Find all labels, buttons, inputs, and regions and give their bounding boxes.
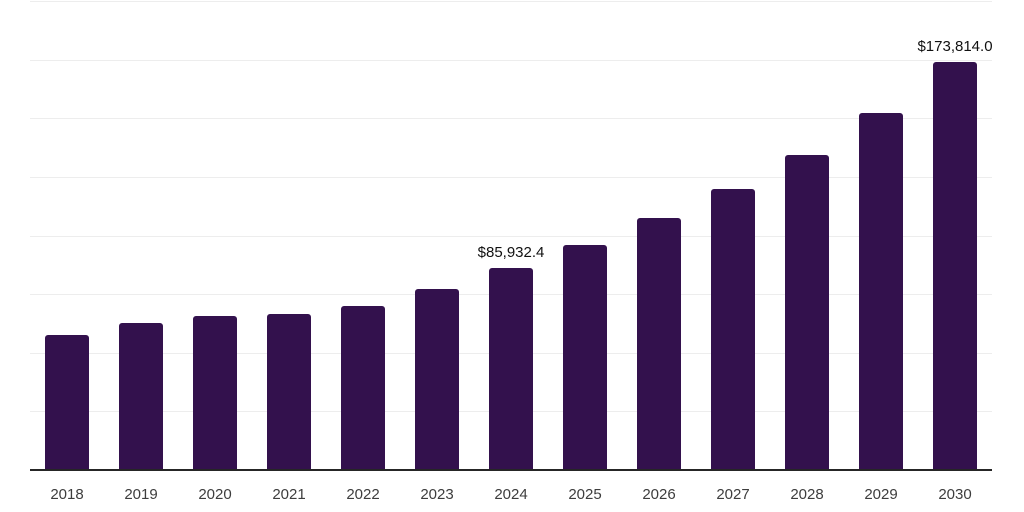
x-tick-2025: 2025	[568, 486, 602, 503]
x-tick-2023: 2023	[420, 486, 454, 503]
x-axis-line	[30, 469, 992, 471]
x-tick-2021: 2021	[272, 486, 306, 503]
bar-2025	[563, 245, 607, 470]
gridline	[30, 1, 992, 2]
x-tick-2024: 2024	[494, 486, 528, 503]
bar-2028	[785, 155, 829, 470]
bar-2027	[711, 189, 755, 470]
x-tick-2028: 2028	[790, 486, 824, 503]
x-tick-2027: 2027	[716, 486, 750, 503]
bar-2022	[341, 305, 385, 470]
x-tick-2030: 2030	[938, 486, 972, 503]
x-tick-2018: 2018	[50, 486, 84, 503]
gridline	[30, 235, 992, 237]
x-tick-2026: 2026	[642, 486, 676, 503]
bar-2026	[637, 218, 681, 470]
x-tick-2022: 2022	[346, 486, 380, 503]
data-label-2024: $85,932.4	[477, 244, 545, 262]
bar-2029	[859, 112, 903, 470]
gridline	[30, 59, 992, 61]
bar-2019	[119, 323, 163, 470]
x-tick-2019: 2019	[124, 486, 158, 503]
gridline	[30, 118, 992, 120]
data-label-2030: $173,814.0	[917, 38, 993, 56]
bar-2018	[45, 335, 89, 470]
x-tick-2020: 2020	[198, 486, 232, 503]
bar-2021	[267, 314, 311, 470]
bar-2020	[193, 315, 237, 470]
x-tick-2029: 2029	[864, 486, 898, 503]
bar-2023	[415, 289, 459, 470]
bar-2024	[489, 268, 533, 470]
gridline	[30, 176, 992, 178]
bar-2030	[933, 62, 977, 470]
